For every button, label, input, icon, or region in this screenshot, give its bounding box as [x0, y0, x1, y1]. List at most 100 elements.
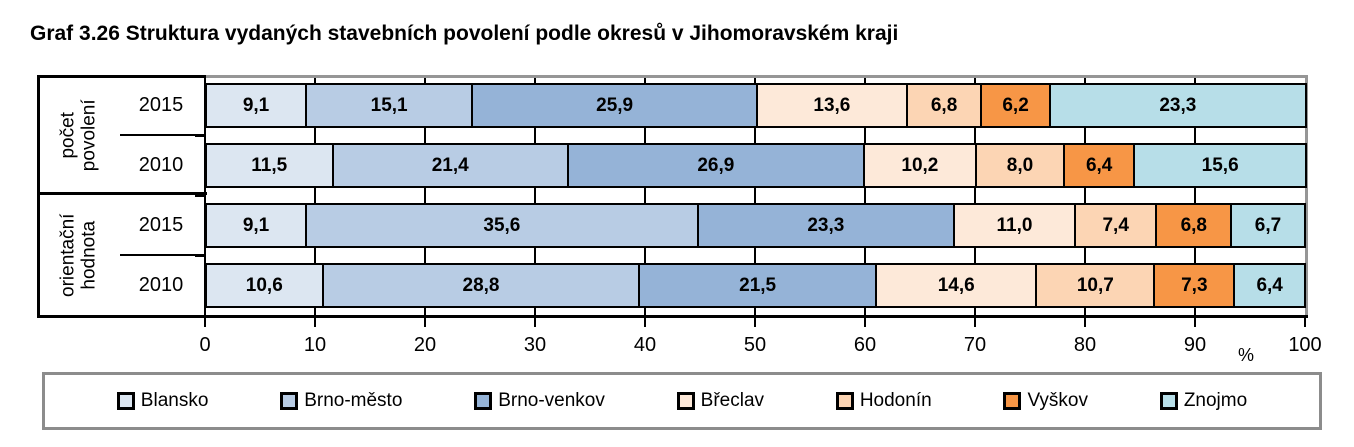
plot-gridline: [974, 78, 976, 315]
legend-label: Brno-venkov: [498, 390, 605, 411]
legend-item-znojmo: Znojmo: [1159, 390, 1248, 412]
axis-group-label-orienta-n-hodnota: orientační hodnota: [40, 195, 118, 315]
legend-label: Znojmo: [1183, 390, 1248, 411]
legend-label: Vyškov: [1027, 390, 1089, 411]
value-axis-tick-label: 80: [1073, 334, 1097, 356]
bar-segment-brno-m-sto: 35,6: [305, 203, 699, 248]
value-axis-tick: [314, 318, 316, 327]
legend-label: Brno-město: [304, 390, 403, 411]
legend-item-brno-m-sto: Brno-město: [280, 390, 402, 412]
bar-segment-vy-kov: 6,2: [980, 83, 1051, 128]
bar-value-label: 8,0: [1006, 154, 1034, 176]
legend-item-b-eclav: Břeclav: [676, 390, 764, 412]
bar-value-label: 6,8: [930, 94, 958, 116]
bar-segment-blansko: 10,6: [205, 263, 324, 308]
bar-segment-hodon-n: 8,0: [974, 143, 1065, 188]
value-axis-tick-label: 10: [303, 334, 327, 356]
value-axis-tick: [424, 318, 426, 327]
axis-group-label-text: počet povolení: [57, 99, 100, 171]
plot-right-border: [1305, 75, 1308, 318]
axis-group-label-text: orientační hodnota: [57, 213, 101, 297]
value-axis-tick: [534, 318, 536, 327]
legend-swatch-icon: [835, 392, 854, 410]
bar-value-label: 6,4: [1085, 154, 1113, 176]
group-separator-line: [37, 192, 207, 195]
axis-group-label-po-et-povolen-: počet povolení: [40, 75, 118, 195]
value-axis-tick-label: 40: [633, 334, 657, 356]
bar-segment-znojmo: 6,7: [1230, 203, 1306, 248]
bar-value-label: 9,1: [242, 94, 270, 116]
legend-item-vy-kov: Vyškov: [1003, 390, 1088, 412]
legend-swatch-icon: [280, 392, 299, 410]
bar-segment-brno-venkov: 26,9: [566, 143, 865, 188]
bar-value-label: 10,6: [245, 274, 283, 296]
value-axis-tick-label: 70: [963, 334, 987, 356]
value-axis-tick: [1084, 318, 1086, 327]
category-axis-tick: [195, 135, 204, 137]
legend-item-brno-venkov: Brno-venkov: [474, 390, 605, 412]
axis-unit-label: %: [1238, 345, 1255, 365]
bar-value-label: 15,1: [370, 94, 408, 116]
bar-segment-brno-m-sto: 28,8: [321, 263, 641, 308]
bar-segment-hodon-n: 6,8: [905, 83, 983, 128]
bar-value-label: 7,4: [1102, 214, 1129, 236]
legend-swatch-icon: [474, 392, 493, 410]
bar-row-orienta-n-hodnota-2010: 10,6 28,8 21,5 14,6 10,7 7,3 6,4: [205, 263, 1306, 308]
bar-segment-b-eclav: 11,0: [952, 203, 1076, 248]
bar-segment-brno-venkov: 23,3: [696, 203, 955, 248]
plot-gridline: [754, 78, 756, 315]
value-axis-tick-label: 0: [199, 334, 211, 356]
bar-segment-brno-m-sto: 21,4: [331, 143, 569, 188]
label-table-left-border: [37, 75, 40, 318]
year-separator-line: [120, 254, 205, 256]
bar-segment-brno-m-sto: 15,1: [305, 83, 474, 128]
category-year-label: 2010: [138, 153, 184, 176]
bar-value-label: 10,7: [1076, 274, 1114, 296]
bar-value-label: 7,3: [1181, 274, 1208, 296]
bar-value-label: 6,2: [1002, 94, 1029, 116]
legend-swatch-icon: [1159, 392, 1178, 410]
category-axis-tick: [195, 255, 204, 257]
bar-row-orienta-n-hodnota-2015: 9,1 35,6 23,3 11,0 7,4 6,8 6,7: [205, 203, 1306, 248]
bar-value-label: 11,0: [996, 214, 1033, 236]
bar-segment-blansko: 9,1: [205, 203, 308, 248]
bar-segment-hodon-n: 10,7: [1035, 263, 1156, 308]
legend-swatch-icon: [676, 392, 695, 410]
value-axis-tick: [644, 318, 646, 327]
value-axis-tick: [754, 318, 756, 327]
value-axis-tick-label: 20: [413, 334, 437, 356]
legend-swatch-icon: [116, 392, 135, 410]
bar-value-label: 6,8: [1180, 214, 1207, 236]
plot-gridline: [424, 78, 426, 315]
value-axis-tick: [1194, 318, 1196, 327]
bar-value-label: 26,9: [697, 154, 735, 176]
bar-value-label: 13,6: [813, 94, 851, 116]
category-year-label: 2015: [138, 93, 184, 116]
bar-value-label: 25,9: [596, 94, 634, 116]
value-axis-tick: [204, 318, 206, 327]
legend-label: Blansko: [140, 390, 209, 411]
bar-segment-vy-kov: 6,4: [1062, 143, 1136, 188]
value-axis-tick: [1304, 318, 1306, 327]
bar-value-label: 28,8: [462, 274, 500, 296]
plot-gridline: [644, 78, 646, 315]
legend-item-hodon-n: Hodonín: [835, 390, 932, 412]
bar-segment-b-eclav: 14,6: [874, 263, 1038, 308]
bar-row-po-et-povolen--2010: 11,5 21,4 26,9 10,2 8,0 6,4 15,6: [205, 143, 1307, 188]
label-table-top-border: [37, 75, 207, 78]
bar-value-label: 14,6: [937, 274, 975, 296]
bar-value-label: 10,2: [901, 154, 939, 176]
legend-item-blansko: Blansko: [116, 390, 209, 412]
plot-gridline: [1194, 78, 1196, 315]
bar-value-label: 15,6: [1201, 154, 1239, 176]
legend-swatch-icon: [1003, 392, 1022, 410]
plot-top-border: [205, 75, 1308, 78]
value-axis-tick: [974, 318, 976, 327]
bar-segment-brno-venkov: 25,9: [471, 83, 759, 128]
bar-segment-znojmo: 15,6: [1133, 143, 1307, 188]
bar-value-label: 6,4: [1256, 274, 1283, 296]
chart-title: Graf 3.26 Struktura vydaných stavebních …: [30, 22, 899, 45]
value-axis-line: [37, 315, 1308, 318]
value-axis-tick-label: 100: [1288, 334, 1322, 356]
